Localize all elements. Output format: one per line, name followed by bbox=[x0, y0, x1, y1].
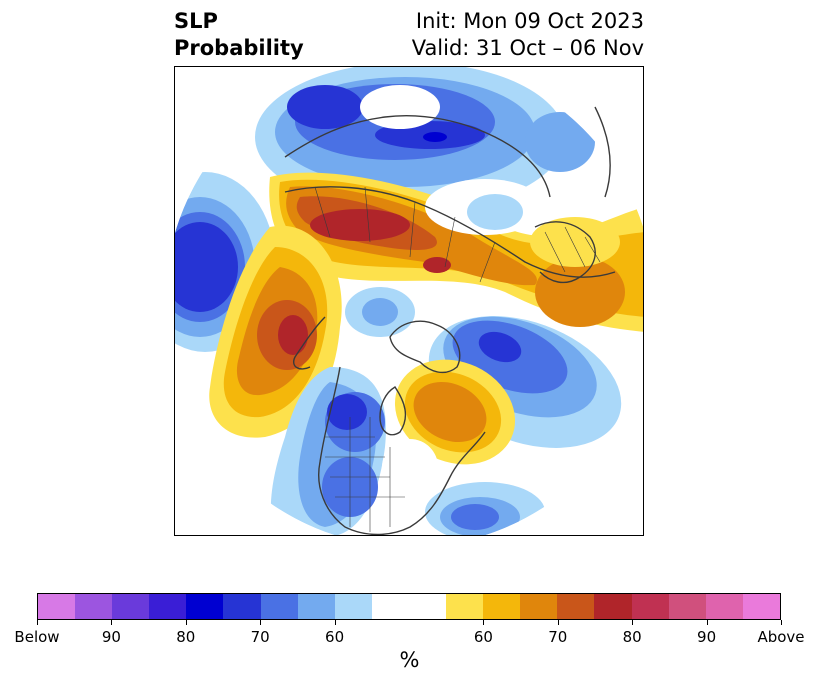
white-gap-south bbox=[382, 439, 438, 495]
colorbar-swatch bbox=[112, 594, 150, 619]
colorbar-tick-label: 70 bbox=[548, 628, 568, 646]
colorbar-tick-label: 80 bbox=[176, 628, 196, 646]
coastline-eurasia-south bbox=[284, 115, 551, 198]
warm-core-east-red bbox=[423, 257, 451, 273]
coastline-hudson-bay bbox=[379, 386, 407, 436]
colorbar-tick bbox=[37, 620, 38, 625]
colorbar-swatch bbox=[149, 594, 187, 619]
colorbar-tick-label: 70 bbox=[250, 628, 270, 646]
white-gap-north bbox=[360, 85, 440, 129]
colorbar-tick bbox=[334, 620, 336, 625]
blue-region-west-strong bbox=[175, 222, 238, 312]
colorbar-tick-label: 80 bbox=[622, 628, 642, 646]
border-lines-europe bbox=[544, 226, 601, 273]
colorbar-swatch bbox=[371, 594, 409, 619]
colorbar-swatch bbox=[520, 594, 558, 619]
blue-region-north-nw bbox=[287, 85, 363, 129]
colorbar-swatch bbox=[594, 594, 632, 619]
warm-region-europe-yellow bbox=[530, 217, 620, 267]
colorbar-tick-label: Above bbox=[757, 628, 805, 646]
globe-mask bbox=[175, 67, 643, 535]
colorbar-unit-label: % bbox=[399, 648, 420, 672]
coastline-alaska bbox=[293, 316, 326, 370]
forecast-dates: Init: Mon 09 Oct 2023 Valid: 31 Oct – 06… bbox=[412, 8, 644, 62]
colorbar-ticks: Below 90 80 70 60 60 70 80 90 Above bbox=[14, 620, 805, 646]
colorbar-tick bbox=[557, 620, 559, 625]
colorbar-tick bbox=[111, 620, 113, 625]
border-lines-eurasia bbox=[314, 186, 496, 283]
colorbar bbox=[37, 593, 781, 620]
title-line-slp: SLP bbox=[174, 9, 218, 33]
colorbar-tick bbox=[260, 620, 262, 625]
blue-patch-arctic bbox=[467, 194, 523, 230]
colorbar-swatch bbox=[75, 594, 113, 619]
coastlines bbox=[284, 106, 616, 535]
colorbar-swatch bbox=[334, 594, 372, 619]
colorbar-swatch bbox=[297, 594, 335, 619]
colorbar-swatch bbox=[483, 594, 521, 619]
coastline-greenland bbox=[389, 320, 461, 374]
colorbar-swatch bbox=[446, 594, 484, 619]
colorbar-swatch bbox=[408, 594, 447, 619]
colorbar-tick bbox=[706, 620, 708, 625]
colorbar-tick-label: Below bbox=[14, 628, 60, 646]
colorbar-tick bbox=[781, 620, 782, 625]
blue-region-atlantic-strong bbox=[478, 331, 522, 363]
colorbar-swatch bbox=[260, 594, 298, 619]
coastline-eurasia-north bbox=[284, 186, 616, 278]
colorbar-swatch bbox=[705, 594, 743, 619]
colorbar-swatch bbox=[668, 594, 706, 619]
coastline-north-africa bbox=[594, 106, 611, 198]
colorbar-swatch bbox=[186, 594, 224, 619]
map-title: SLP Probability bbox=[174, 8, 304, 62]
borders bbox=[314, 186, 601, 532]
warm-region-canada-orange bbox=[413, 381, 487, 443]
init-date: Init: Mon 09 Oct 2023 bbox=[415, 9, 644, 33]
colorbar-swatch bbox=[38, 594, 76, 619]
warm-core-pacific-red bbox=[278, 315, 308, 355]
border-lines-north-america bbox=[325, 417, 405, 532]
colorbar-swatch bbox=[631, 594, 669, 619]
colorbar-swatch bbox=[742, 594, 780, 619]
blue-region-east bbox=[525, 112, 595, 172]
colorbar-tick bbox=[185, 620, 187, 625]
valid-date: Valid: 31 Oct – 06 Nov bbox=[411, 36, 644, 60]
warm-core-eurasia-red bbox=[310, 209, 410, 241]
colorbar-tick-label: 60 bbox=[325, 628, 345, 646]
colorbar-tick-label: 60 bbox=[473, 628, 493, 646]
blue-region-north-america-strong bbox=[327, 394, 367, 430]
blue-region-south-atlantic-core bbox=[451, 504, 499, 530]
blue-region-north-peak bbox=[423, 132, 447, 142]
blue-patch-center-mid bbox=[362, 298, 398, 326]
coastline-north-america bbox=[318, 366, 486, 535]
colorbar-tick bbox=[483, 620, 485, 625]
map-canvas bbox=[175, 67, 643, 535]
colorbar-tick-label: 90 bbox=[101, 628, 121, 646]
probability-shading bbox=[175, 67, 643, 535]
colorbar-tick bbox=[632, 620, 634, 625]
colorbar-swatch bbox=[557, 594, 595, 619]
coastline-europe bbox=[534, 221, 596, 284]
colorbar-swatch bbox=[223, 594, 261, 619]
title-line-probability: Probability bbox=[174, 36, 304, 60]
probability-map bbox=[174, 66, 644, 536]
warm-region-europe-orange bbox=[535, 257, 625, 327]
colorbar-tick-label: 90 bbox=[697, 628, 717, 646]
